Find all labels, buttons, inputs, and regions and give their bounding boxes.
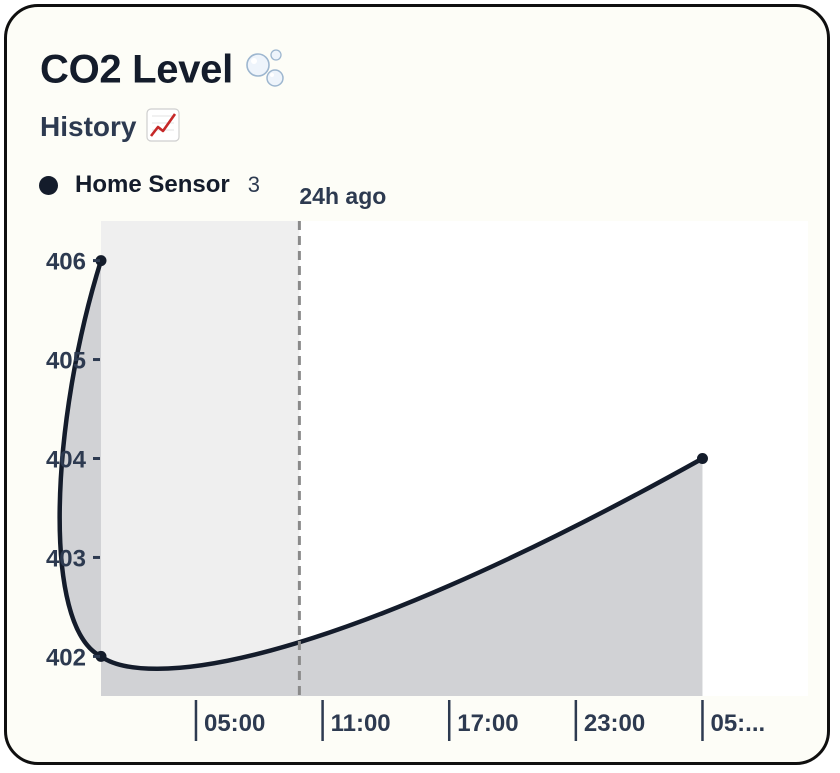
legend-dot — [39, 175, 58, 195]
x-tick-label: 05:00 — [204, 710, 265, 737]
card-subtitle-text: History — [40, 110, 137, 142]
x-tick-label: 23:00 — [584, 710, 645, 737]
series-line — [57, 258, 705, 671]
x-tick-label: 05:... — [710, 710, 765, 737]
legend[interactable]: Home Sensor 3 — [39, 171, 260, 199]
y-tick-label: 402 — [46, 644, 86, 671]
chart-increasing-icon — [146, 108, 181, 149]
data-point-3 — [696, 453, 708, 464]
y-tick-label: 403 — [46, 545, 86, 572]
card-subtitle: History — [40, 108, 181, 149]
bubbles-icon — [243, 45, 289, 99]
legend-series-name: Home Sensor — [75, 171, 230, 198]
data-point-1 — [95, 255, 107, 267]
x-tick-label: 17:00 — [457, 710, 518, 737]
y-tick-label: 406 — [46, 249, 86, 276]
x-tick-label: 11:00 — [331, 710, 391, 737]
annotation-label: 24h ago — [299, 183, 386, 209]
card-title: CO2 Level — [40, 45, 289, 99]
series-area — [59, 260, 703, 696]
shaded-region — [101, 221, 300, 696]
y-tick-label: 404 — [46, 447, 87, 474]
data-point-2 — [95, 650, 107, 662]
card-title-text: CO2 Level — [40, 47, 233, 92]
legend-count: 3 — [247, 172, 260, 197]
y-tick-label: 405 — [46, 348, 86, 375]
